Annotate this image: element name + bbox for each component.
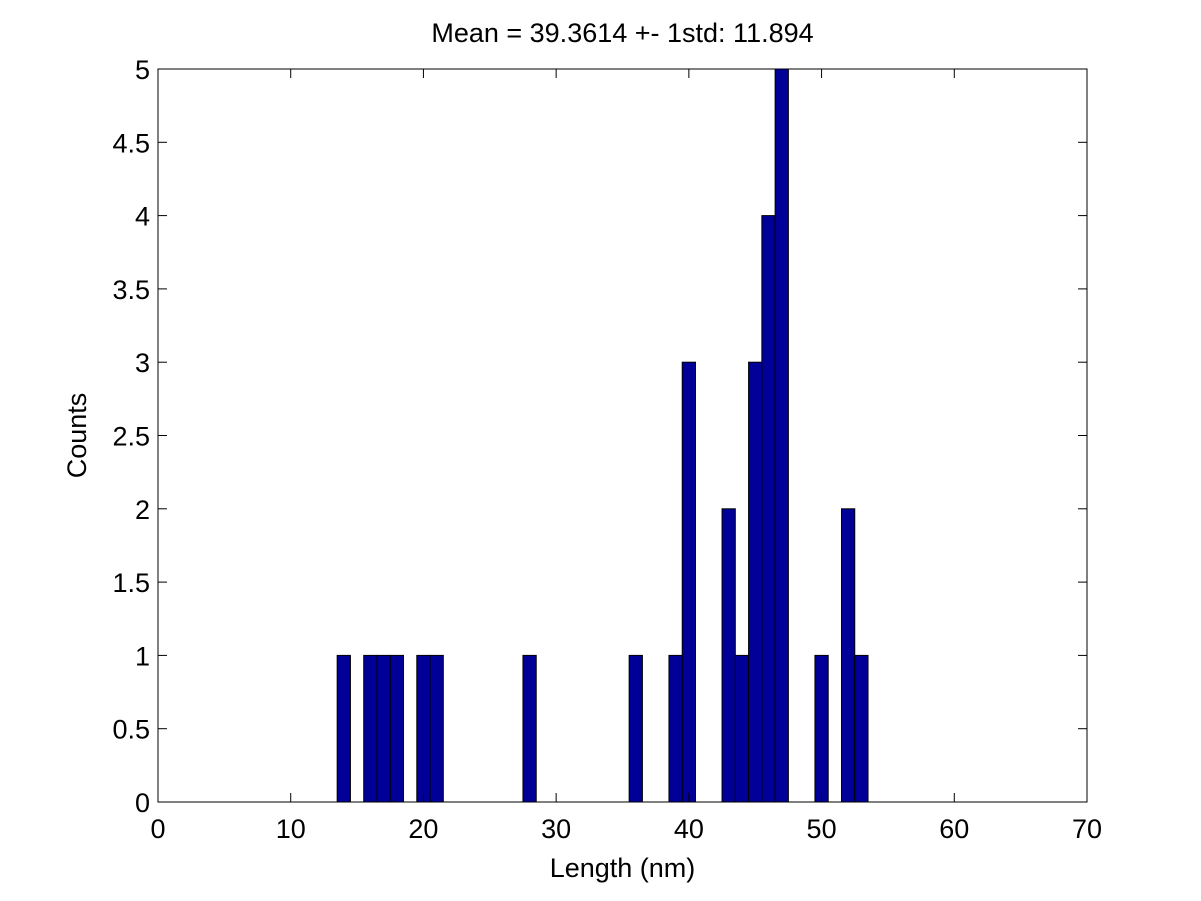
x-tick-label: 20 <box>408 814 438 844</box>
histogram-bar <box>814 654 829 803</box>
histogram-bar <box>721 508 736 803</box>
x-tick-label: 30 <box>541 814 571 844</box>
histogram-bar <box>363 654 378 803</box>
plot-area <box>158 69 1087 802</box>
x-tick-label: 70 <box>1072 814 1102 844</box>
x-tick-label: 50 <box>807 814 837 844</box>
histogram-bar <box>522 654 537 803</box>
chart-title: Mean = 39.3614 +- 1std: 11.894 <box>431 18 813 48</box>
histogram-bar <box>668 654 683 803</box>
histogram-bar <box>336 654 351 803</box>
histogram-bar <box>840 508 856 803</box>
y-tick-label: 4 <box>135 202 150 232</box>
histogram-bar <box>774 68 789 803</box>
histogram-bar <box>761 215 776 803</box>
x-tick-label: 40 <box>674 814 704 844</box>
y-tick-label: 3 <box>135 348 150 378</box>
ticks-layer: 0 10 20 30 40 50 60 70 0 0.5 1 1.5 2 2.5 3 3.5 4 4.5 5 <box>112 55 1102 844</box>
x-tick-label: 60 <box>939 814 969 844</box>
y-tick-label: 0 <box>135 788 150 818</box>
plot-frame <box>157 68 1088 803</box>
histogram-bar <box>854 654 869 803</box>
y-tick-label: 2 <box>135 495 150 525</box>
y-tick-label: 3.5 <box>112 275 150 305</box>
histogram-bar <box>628 654 643 803</box>
y-tick-label: 5 <box>135 55 150 85</box>
y-tick-label: 4.5 <box>112 128 150 158</box>
y-axis-title: Counts <box>62 393 92 479</box>
bars-layer <box>336 68 869 803</box>
histogram-bar <box>429 654 444 803</box>
histogram-bar <box>416 654 431 803</box>
histogram-bar <box>748 361 763 803</box>
x-tick-label: 10 <box>276 814 306 844</box>
y-tick-label: 0.5 <box>112 715 150 745</box>
x-axis-title: Length (nm) <box>550 853 696 883</box>
y-tick-label: 2.5 <box>112 422 150 452</box>
y-tick-label: 1.5 <box>112 568 150 598</box>
histogram-bar <box>376 654 391 803</box>
histogram-bar <box>734 654 750 803</box>
histogram-bar <box>681 361 696 803</box>
y-tick-label: 1 <box>135 641 150 671</box>
x-tick-label: 0 <box>150 814 165 844</box>
histogram-bar <box>389 654 405 803</box>
